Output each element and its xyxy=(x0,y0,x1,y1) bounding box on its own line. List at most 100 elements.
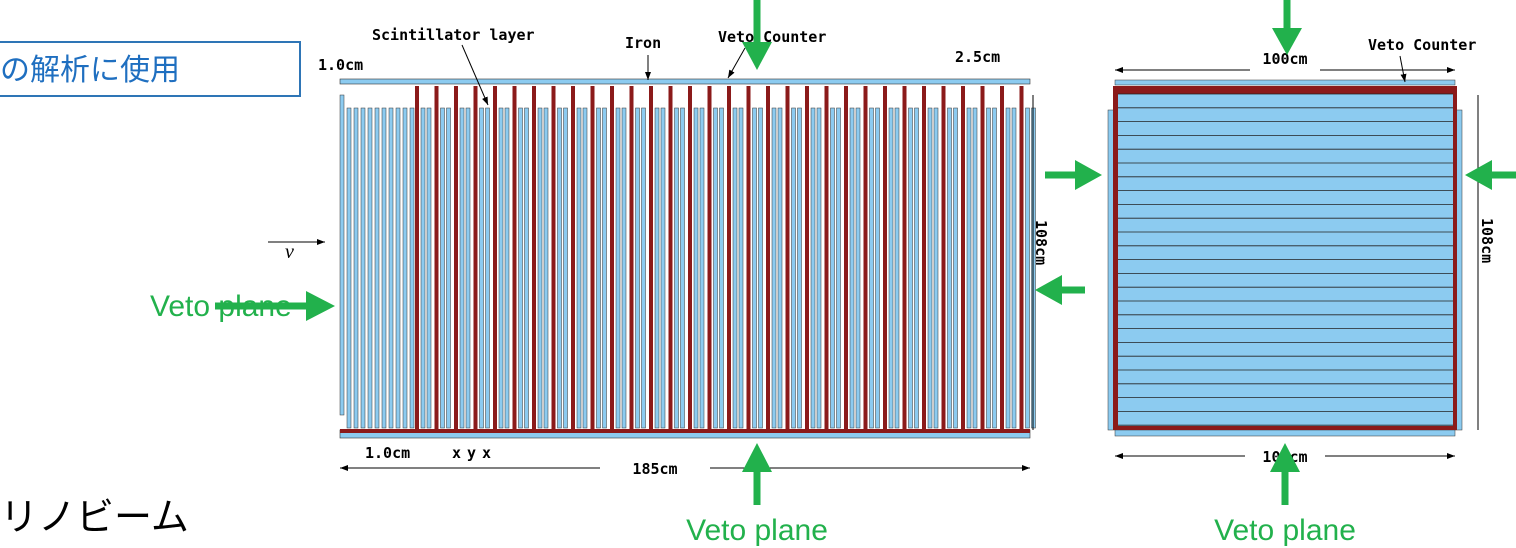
scintillator xyxy=(693,107,699,429)
veto-counter xyxy=(339,78,1031,85)
iron xyxy=(415,86,419,431)
iron xyxy=(1000,86,1004,431)
scintillator xyxy=(758,107,763,429)
scintillator xyxy=(635,107,640,429)
iron xyxy=(824,86,829,431)
scintillator xyxy=(498,107,504,429)
scintillator xyxy=(914,107,919,429)
iron xyxy=(941,86,946,431)
scintillator xyxy=(836,107,841,429)
pointer xyxy=(1399,55,1407,83)
scintillator xyxy=(402,107,408,429)
iron xyxy=(688,86,692,431)
scintillator xyxy=(699,107,705,429)
scintillator xyxy=(615,107,621,429)
iron xyxy=(668,86,673,431)
label: x xyxy=(482,444,491,462)
scintillator xyxy=(992,107,997,429)
iron xyxy=(961,86,965,431)
scintillator xyxy=(797,107,802,429)
scintillator xyxy=(374,107,380,429)
scintillator xyxy=(875,107,880,429)
scintillator xyxy=(395,107,401,429)
scintillator xyxy=(388,107,394,429)
label: 108cm xyxy=(1032,220,1050,265)
scintillator xyxy=(381,107,387,429)
scintillator xyxy=(830,107,835,429)
scintillator xyxy=(966,107,972,429)
banner-box xyxy=(0,41,301,97)
scintillator xyxy=(557,107,562,429)
scintillator xyxy=(771,107,777,429)
scintillator xyxy=(621,107,627,429)
scintillator xyxy=(420,107,426,429)
scintillator xyxy=(479,107,484,429)
label: x xyxy=(452,444,461,462)
veto-bottom xyxy=(1114,429,1456,437)
scintillator xyxy=(719,107,724,429)
scintillator xyxy=(346,107,352,429)
scintillator xyxy=(855,107,861,429)
scintillator xyxy=(582,107,588,429)
scintillator xyxy=(485,107,490,429)
scintillator xyxy=(654,107,660,429)
scintillator xyxy=(660,107,666,429)
scintillator xyxy=(543,107,549,429)
scintillator xyxy=(360,107,366,429)
scintillator xyxy=(738,107,744,429)
scintillator xyxy=(953,107,958,429)
iron xyxy=(883,86,887,431)
scintillator xyxy=(972,107,978,429)
scintillator xyxy=(816,107,822,429)
pointer xyxy=(461,44,489,106)
iron xyxy=(707,86,712,431)
iron xyxy=(610,86,614,431)
label: Veto Counter xyxy=(1368,36,1476,54)
scintillator xyxy=(339,94,345,416)
scintillator xyxy=(810,107,816,429)
scintillator xyxy=(732,107,738,429)
scintillator xyxy=(459,107,465,429)
iron xyxy=(493,86,497,431)
label: y xyxy=(467,444,476,462)
scintillator xyxy=(409,107,415,429)
label: 108cm xyxy=(1478,218,1496,263)
label: 185cm xyxy=(632,460,677,478)
scintillator xyxy=(596,107,601,429)
scintillator xyxy=(908,107,913,429)
label: ν xyxy=(285,241,294,263)
iron xyxy=(785,86,790,431)
scintillator xyxy=(641,107,646,429)
iron xyxy=(473,86,478,431)
iron xyxy=(805,86,809,431)
scintillator xyxy=(888,107,894,429)
scintillator xyxy=(927,107,933,429)
iron xyxy=(571,86,575,431)
scintillator xyxy=(537,107,543,429)
banner-text: の解析に使用 xyxy=(0,54,180,87)
scintillator xyxy=(465,107,471,429)
label: Iron xyxy=(625,34,661,52)
scintillator xyxy=(933,107,939,429)
scintillator xyxy=(777,107,783,429)
scintillator xyxy=(440,107,445,429)
scintillator xyxy=(947,107,952,429)
scintillator xyxy=(602,107,607,429)
scintillator xyxy=(894,107,900,429)
label: 2.5cm xyxy=(955,48,1000,66)
scintillator xyxy=(426,107,432,429)
scintillator xyxy=(353,107,359,429)
scintillator xyxy=(446,107,451,429)
iron xyxy=(551,86,556,431)
scintillator xyxy=(752,107,757,429)
front-view xyxy=(1107,79,1463,437)
label: 1.0cm xyxy=(365,444,410,462)
iron xyxy=(629,86,634,431)
scintillator xyxy=(563,107,568,429)
pointer xyxy=(727,47,746,79)
label: Veto Counter xyxy=(718,28,826,46)
scintillator xyxy=(849,107,855,429)
label: 100cm xyxy=(1262,50,1307,68)
iron xyxy=(649,86,653,431)
